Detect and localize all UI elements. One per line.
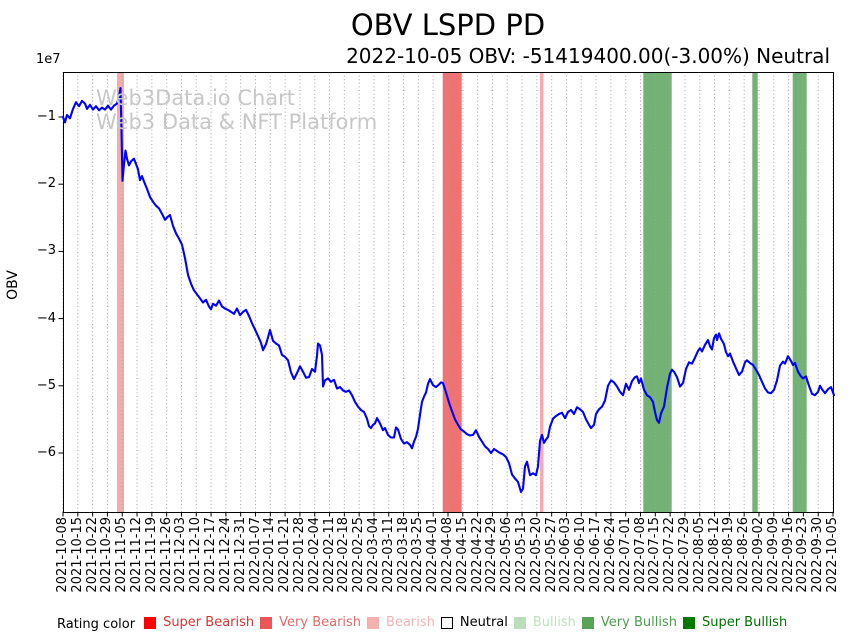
x-tick-label: 2022-01-21 [277, 517, 293, 593]
y-tick-label: −3 [36, 243, 56, 259]
legend-item-super-bullish: Super Bullish [682, 615, 788, 631]
legend-label-bullish: Bullish [532, 615, 576, 631]
x-tick-label: 2022-08-19 [721, 517, 737, 593]
x-tick-label: 2022-06-10 [573, 517, 589, 593]
legend-item-neutral: Neutral [440, 615, 508, 631]
rating-band-very-bullish [792, 72, 807, 512]
x-tick-label: 2022-07-08 [632, 517, 648, 593]
rating-band-bearish [117, 72, 124, 512]
x-tick-label: 2022-09-16 [780, 517, 796, 593]
legend-label-neutral: Neutral [459, 615, 508, 631]
x-tick-label: 2022-05-20 [528, 517, 544, 593]
legend-item-bearish: Bearish [367, 615, 435, 630]
plot-border [63, 72, 834, 513]
rating-band-very-bearish [442, 72, 462, 512]
y-tick-label: −1 [36, 109, 56, 124]
y-tick-label: −6 [36, 445, 56, 460]
x-tick-label: 2022-01-07 [247, 517, 263, 593]
y-tick-label: −2 [36, 176, 56, 192]
legend-label-very-bearish: Very Bearish [279, 615, 362, 631]
y-axis-multiplier: 1e7 [36, 52, 61, 67]
x-tick-label: 2021-11-05 [114, 517, 130, 593]
x-tick-label: 2022-04-15 [454, 517, 470, 593]
x-tick-label: 2021-12-17 [203, 517, 219, 593]
x-tick-label: 2022-02-25 [351, 517, 367, 593]
x-tick-label: 2022-06-24 [602, 517, 618, 593]
watermark-line2: Web3 Data & NFT Platform [96, 110, 378, 134]
legend-swatch-very-bullish [581, 616, 594, 629]
x-tick-label: 2022-09-23 [795, 517, 811, 593]
x-tick-label: 2022-04-29 [484, 517, 500, 593]
x-tick-label: 2022-09-30 [810, 517, 826, 593]
chart-title: OBV LSPD PD [350, 8, 546, 42]
x-tick-label: 2022-03-25 [410, 517, 426, 593]
x-tick-label: 2022-09-02 [750, 517, 766, 593]
x-tick-label: 2022-05-13 [514, 517, 530, 593]
y-tick-label: −5 [36, 377, 56, 393]
x-tick-label: 2022-03-18 [395, 517, 411, 593]
x-tick-label: 2022-08-26 [736, 517, 752, 593]
legend-swatch-bearish [367, 616, 380, 629]
x-tick-label: 2022-01-28 [291, 517, 307, 593]
legend-title: Rating color [57, 616, 136, 632]
legend-label-very-bullish: Very Bullish [600, 615, 677, 631]
x-tick-label: 2022-08-05 [691, 517, 707, 593]
x-tick-label: 2022-05-27 [543, 517, 559, 593]
x-tick-label: 2021-10-08 [55, 517, 70, 593]
legend-label-super-bullish: Super Bullish [701, 615, 788, 631]
rating-legend: Rating color Super Bearish Very Bearish Be… [57, 614, 793, 634]
y-tick-label: −4 [36, 310, 56, 326]
x-tick-label: 2022-06-17 [588, 517, 604, 593]
x-tick-label: 2022-07-01 [617, 517, 633, 593]
x-tick-label: 2022-06-03 [558, 517, 574, 593]
rating-band-very-bullish [752, 72, 758, 512]
x-tick-label: 2022-07-29 [676, 517, 692, 593]
x-tick-label: 2022-08-12 [706, 517, 722, 593]
x-tick-label: 2022-04-22 [469, 517, 485, 593]
x-tick-label: 2021-12-03 [173, 517, 189, 593]
x-tick-label: 2022-03-04 [365, 517, 381, 593]
x-tick-label: 2021-12-24 [217, 517, 233, 593]
x-tick-label: 2022-07-22 [662, 517, 678, 593]
x-tick-label: 2022-03-11 [380, 517, 396, 593]
x-tick-label: 2021-10-29 [99, 517, 115, 593]
legend-swatch-neutral [440, 616, 453, 629]
x-tick-label: 2022-04-08 [440, 517, 455, 593]
watermark: Web3Data.io Chart Web3 Data & NFT Platfo… [96, 86, 377, 134]
legend-label-bearish: Bearish [386, 615, 435, 631]
legend-item-very-bearish: Very Bearish [260, 615, 361, 630]
legend-item-super-bearish: Super Bearish [144, 615, 254, 630]
x-tick-label: 2022-09-09 [765, 517, 781, 593]
x-tick-label: 2022-02-11 [321, 517, 337, 593]
x-tick-label: 2021-12-10 [188, 517, 204, 593]
legend-swatch-super-bullish [682, 616, 695, 629]
x-tick-label: 2021-12-31 [232, 517, 248, 593]
legend-swatch-bullish [513, 616, 526, 629]
x-tick-label: 2021-10-22 [84, 517, 100, 593]
x-tick-label: 2021-11-26 [158, 517, 174, 593]
legend-item-bullish: Bullish [513, 615, 576, 631]
legend-label-super-bearish: Super Bearish [163, 615, 255, 631]
obv-line [61, 87, 836, 494]
rating-band-bearish [540, 72, 544, 512]
x-tick-label: 2022-01-14 [262, 517, 278, 593]
x-tick-label: 2022-07-15 [647, 517, 663, 593]
x-tick-label: 2021-11-19 [143, 517, 159, 593]
chart-subtitle: 2022-10-05 OBV: -51419400.00(-3.00%) Neu… [346, 44, 830, 68]
rating-band-very-bullish [643, 72, 672, 512]
x-tick-label: 2022-02-04 [306, 517, 322, 593]
x-tick-label: 2022-05-06 [499, 517, 515, 593]
x-tick-label: 2022-02-18 [336, 517, 352, 593]
legend-swatch-super-bearish [144, 616, 157, 629]
legend-swatch-very-bearish [260, 616, 273, 629]
x-tick-label: 2022-10-05 [825, 517, 840, 593]
watermark-line1: Web3Data.io Chart [96, 86, 296, 110]
x-tick-label: 2022-04-01 [425, 517, 441, 593]
legend-items: Super Bearish Very Bearish Bearish Neutral B… [144, 615, 793, 633]
x-tick-label: 2021-11-12 [129, 517, 145, 593]
legend-item-very-bullish: Very Bullish [581, 615, 677, 631]
x-tick-label: 2021-10-15 [69, 517, 85, 593]
